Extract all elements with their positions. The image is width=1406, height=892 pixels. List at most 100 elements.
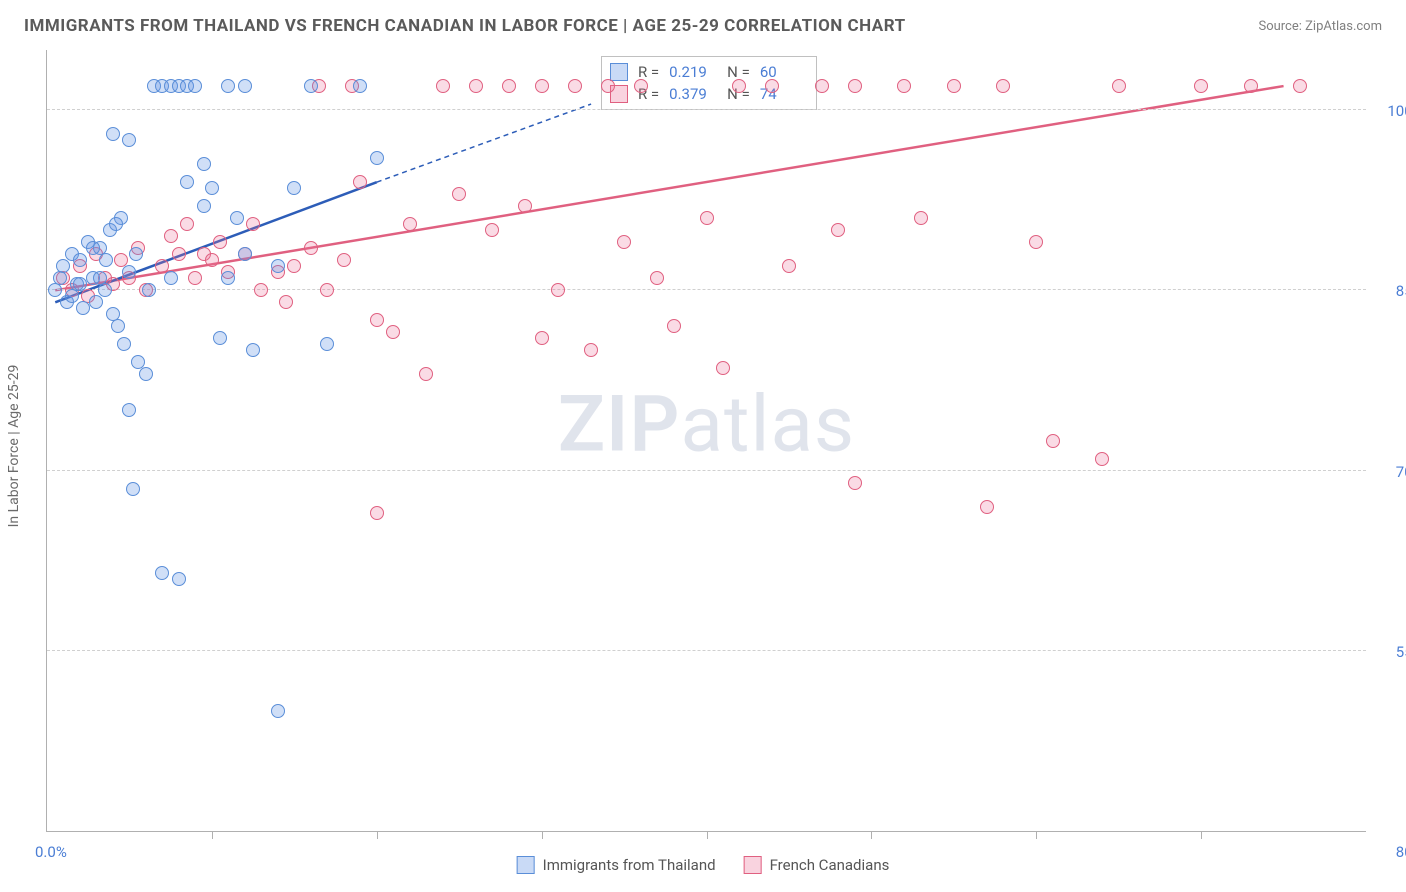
data-point-pink xyxy=(320,283,334,297)
data-point-pink xyxy=(164,229,178,243)
watermark: ZIPatlas xyxy=(558,379,855,470)
data-point-blue xyxy=(238,79,252,93)
data-point-blue xyxy=(122,265,136,279)
data-point-pink xyxy=(831,223,845,237)
data-point-blue xyxy=(99,253,113,267)
data-point-pink xyxy=(996,79,1010,93)
gridline xyxy=(47,289,1366,290)
data-point-pink xyxy=(337,253,351,267)
data-point-pink xyxy=(469,79,483,93)
x-tick xyxy=(212,831,213,839)
chart-header: IMMIGRANTS FROM THAILAND VS FRENCH CANAD… xyxy=(0,0,1406,46)
data-point-blue xyxy=(106,127,120,141)
data-point-pink xyxy=(1029,235,1043,249)
data-point-pink xyxy=(568,79,582,93)
data-point-pink xyxy=(279,295,293,309)
gridline xyxy=(47,650,1366,651)
data-point-blue xyxy=(180,175,194,189)
data-point-blue xyxy=(76,301,90,315)
source-label: Source: ZipAtlas.com xyxy=(1258,19,1382,34)
swatch-pink-icon xyxy=(744,856,762,874)
x-tick xyxy=(1201,831,1202,839)
r-value-pink: 0.379 xyxy=(669,85,717,103)
data-point-pink xyxy=(1046,434,1060,448)
y-tick-label: 85.0% xyxy=(1376,282,1406,300)
data-point-pink xyxy=(370,506,384,520)
swatch-blue-icon xyxy=(517,856,535,874)
legend-item-pink: French Canadians xyxy=(744,856,890,874)
data-point-blue xyxy=(213,331,227,345)
data-point-pink xyxy=(848,476,862,490)
legend-label-pink: French Canadians xyxy=(770,856,890,874)
r-value-blue: 0.219 xyxy=(669,63,717,81)
data-point-blue xyxy=(117,337,131,351)
data-point-pink xyxy=(213,235,227,249)
data-point-blue xyxy=(271,259,285,273)
data-point-pink xyxy=(370,313,384,327)
data-point-pink xyxy=(848,79,862,93)
data-point-blue xyxy=(197,157,211,171)
data-point-pink xyxy=(1095,452,1109,466)
legend-item-blue: Immigrants from Thailand xyxy=(517,856,716,874)
data-point-blue xyxy=(122,133,136,147)
data-point-pink xyxy=(205,253,219,267)
data-point-pink xyxy=(436,79,450,93)
data-point-pink xyxy=(485,223,499,237)
gridline xyxy=(47,109,1366,110)
data-point-pink xyxy=(535,331,549,345)
data-point-pink xyxy=(246,217,260,231)
data-point-blue xyxy=(188,79,202,93)
x-tick xyxy=(707,831,708,839)
data-point-blue xyxy=(129,247,143,261)
series-legend: Immigrants from Thailand French Canadian… xyxy=(517,856,890,874)
data-point-pink xyxy=(650,271,664,285)
data-point-blue xyxy=(139,367,153,381)
data-point-blue xyxy=(48,283,62,297)
data-point-pink xyxy=(634,79,648,93)
data-point-pink xyxy=(1112,79,1126,93)
data-point-pink xyxy=(716,361,730,375)
data-point-blue xyxy=(122,403,136,417)
watermark-bold: ZIP xyxy=(558,379,681,470)
data-point-blue xyxy=(246,343,260,357)
data-point-pink xyxy=(914,211,928,225)
data-point-pink xyxy=(815,79,829,93)
data-point-pink xyxy=(287,259,301,273)
data-point-pink xyxy=(667,319,681,333)
data-point-blue xyxy=(230,211,244,225)
data-point-blue xyxy=(93,271,107,285)
x-tick xyxy=(871,831,872,839)
data-point-pink xyxy=(304,241,318,255)
data-point-pink xyxy=(617,235,631,249)
data-point-pink xyxy=(502,79,516,93)
data-point-blue xyxy=(98,283,112,297)
data-point-blue xyxy=(89,295,103,309)
data-point-blue xyxy=(73,253,87,267)
trend-layer xyxy=(47,50,1366,831)
data-point-blue xyxy=(126,482,140,496)
data-point-pink xyxy=(700,211,714,225)
x-tick xyxy=(377,831,378,839)
swatch-blue xyxy=(610,63,628,81)
x-tick xyxy=(1036,831,1037,839)
legend-label-blue: Immigrants from Thailand xyxy=(543,856,716,874)
data-point-blue xyxy=(197,199,211,213)
watermark-light: atlas xyxy=(681,379,856,470)
data-point-blue xyxy=(320,337,334,351)
data-point-blue xyxy=(53,271,67,285)
chart-plot-area: ZIPatlas R = 0.219 N = 60 R = 0.379 N = … xyxy=(46,50,1366,832)
data-point-pink xyxy=(1293,79,1307,93)
data-point-blue xyxy=(111,319,125,333)
data-point-pink xyxy=(947,79,961,93)
y-tick-label: 100.0% xyxy=(1376,102,1406,120)
n-value-blue: 60 xyxy=(760,63,808,81)
data-point-pink xyxy=(601,79,615,93)
data-point-pink xyxy=(452,187,466,201)
data-point-blue xyxy=(271,704,285,718)
data-point-blue xyxy=(65,289,79,303)
data-point-blue xyxy=(238,247,252,261)
y-tick-label: 70.0% xyxy=(1376,463,1406,481)
data-point-pink xyxy=(518,199,532,213)
data-point-blue xyxy=(221,79,235,93)
data-point-blue xyxy=(221,271,235,285)
